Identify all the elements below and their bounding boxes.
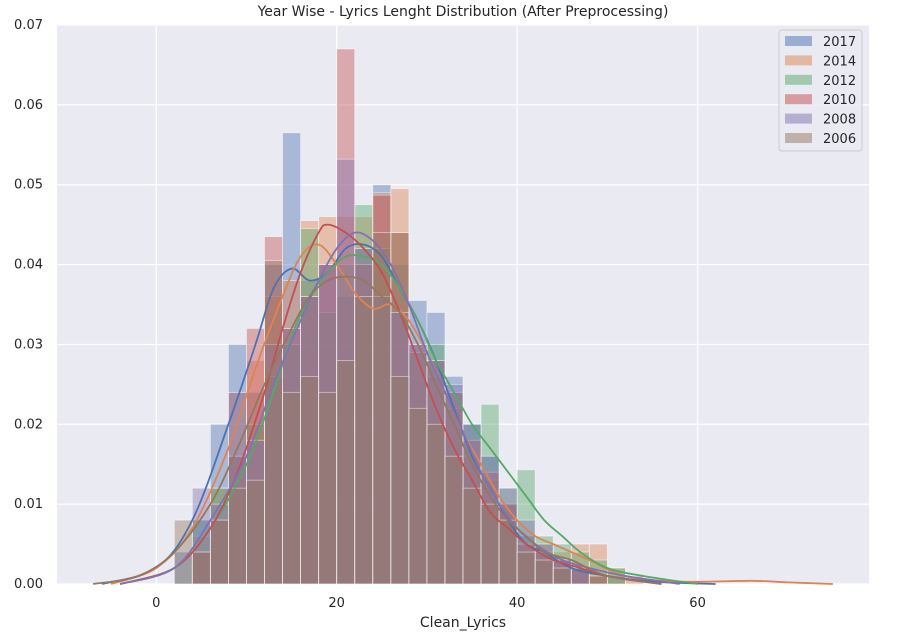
histogram-bar (552, 567, 572, 585)
x-tick-label: 60 (689, 596, 706, 611)
series-2006-bars (173, 232, 572, 585)
legend-item-2008: 2008 (785, 113, 856, 128)
histogram-bar (318, 391, 338, 585)
legend-label: 2017 (823, 35, 856, 50)
histogram-bar (588, 575, 608, 585)
kde-lines (92, 223, 833, 585)
x-axis-label: Clean_Lyrics (420, 615, 506, 631)
legend-label: 2008 (823, 113, 856, 128)
histogram-bar (480, 503, 500, 585)
x-tick-label: 40 (509, 596, 526, 611)
y-tick-label: 0.05 (14, 178, 43, 193)
y-tick-label: 0.02 (14, 417, 43, 432)
legend-item-2017: 2017 (785, 35, 856, 50)
legend-item-2012: 2012 (785, 74, 856, 89)
histogram-bar (426, 423, 446, 585)
legend-swatch (785, 74, 812, 85)
legend: 2017 2014 2012 2010 2008 2006 (778, 29, 863, 152)
histogram-bar (408, 407, 428, 585)
legend-label: 2006 (823, 132, 856, 147)
legend-label: 2012 (823, 74, 856, 89)
y-tick-label: 0.03 (14, 337, 43, 352)
legend-swatch (785, 55, 812, 66)
y-tick-label: 0.06 (14, 98, 43, 113)
y-tick-label: 0.00 (14, 577, 43, 592)
histogram-bar (462, 487, 482, 585)
y-tick-label: 0.04 (14, 258, 43, 273)
y-tick-label: 0.01 (14, 497, 43, 512)
x-tick-label: 20 (328, 596, 345, 611)
histogram-bar (534, 559, 554, 585)
series-2006-kde (92, 275, 662, 585)
histogram-bar (246, 479, 265, 585)
series-2008-kde (119, 231, 680, 585)
x-tick-label: 0 (152, 596, 160, 611)
histogram-bar (228, 487, 247, 585)
legend-swatch (785, 133, 812, 143)
histogram-bar (300, 375, 320, 585)
legend-swatch (785, 36, 812, 46)
legend-swatch (785, 113, 812, 124)
histogram-bar (354, 296, 374, 585)
legend-item-2010: 2010 (785, 93, 856, 108)
histogram-bar (336, 359, 356, 585)
chart-title: Year Wise - Lyrics Lenght Distribution (… (257, 4, 669, 20)
histogram-bar (390, 375, 410, 585)
y-axis-ticks: 0.00 0.01 0.02 0.03 0.04 0.05 0.06 0.07 (14, 18, 43, 592)
histogram-bar (209, 519, 229, 585)
series-2012-kde (119, 254, 698, 585)
y-tick-label: 0.07 (14, 18, 43, 33)
legend-item-2014: 2014 (785, 54, 856, 69)
histogram-bar (191, 551, 211, 585)
histogram-bar (282, 391, 301, 585)
histogram-bar (516, 551, 536, 585)
legend-item-2006: 2006 (785, 132, 856, 147)
series-2010-kde (119, 223, 662, 585)
legend-label: 2010 (823, 93, 856, 108)
x-axis-ticks: 0 20 40 60 (152, 596, 706, 611)
legend-label: 2014 (823, 54, 856, 69)
histogram-bar (444, 455, 464, 585)
legend-swatch (785, 94, 812, 105)
histogram-bar (264, 260, 283, 585)
